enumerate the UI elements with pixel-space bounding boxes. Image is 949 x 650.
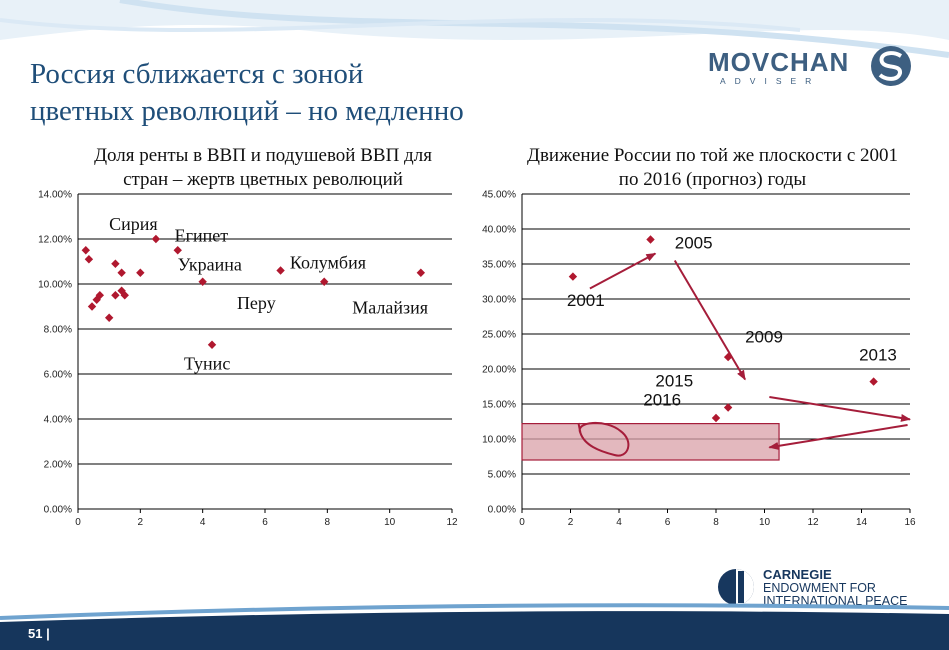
chart1-data-point <box>416 268 426 277</box>
logo-text: MOVCHAN <box>708 47 849 77</box>
chart2-xtick-label: 16 <box>904 517 916 528</box>
logo-subtitle: ADVISER <box>720 76 820 86</box>
chart2-data-point <box>869 377 878 386</box>
carnegie-logo: CARNEGIE ENDOWMENT FOR INTERNATIONAL PEA… <box>718 567 907 608</box>
title-line-2: цветных революций – но медленно <box>30 95 464 127</box>
chart1-data-point <box>84 255 94 264</box>
chart2-annotation: 2016 <box>643 390 681 409</box>
chart1-xtick-label: 8 <box>325 517 331 528</box>
chart1-ytick-label: 10.00% <box>38 280 72 291</box>
chart2-loop-mark <box>577 422 630 457</box>
chart2-annotation: 2005 <box>675 234 713 253</box>
chart2-data-point <box>723 352 733 362</box>
footer-bar <box>0 603 949 650</box>
chart1-data-point <box>136 268 145 277</box>
chart1-data-point <box>117 268 126 277</box>
chart2-title-line-2: по 2016 (прогноз) годы <box>618 169 807 190</box>
chart2-xtick-label: 0 <box>519 517 525 528</box>
chart1-xtick-label: 2 <box>138 517 144 528</box>
chart1-xtick-label: 6 <box>262 517 268 528</box>
chart2-ytick-label: 5.00% <box>488 470 516 481</box>
chart1-title: Доля ренты в ВВП и подушевой ВВП для стр… <box>58 144 468 192</box>
chart1-data-point <box>151 234 161 244</box>
chart2-annotation: 2015 <box>655 372 693 391</box>
chart1-ytick-label: 6.00% <box>44 370 72 381</box>
movchan-logo: MOVCHAN ADVISER <box>708 46 911 86</box>
chart2-data-point <box>723 403 733 412</box>
chart1-xtick-label: 10 <box>384 517 396 528</box>
chart2-trajectory-arrow <box>673 259 746 381</box>
chart1-ytick-label: 8.00% <box>44 325 72 336</box>
title-line-1: Россия сближается с зоной <box>30 58 364 90</box>
chart2-xtick-label: 14 <box>856 517 868 528</box>
chart2-ytick-label: 40.00% <box>482 225 516 236</box>
chart2-trajectory-arrow <box>768 424 908 450</box>
chart1-ytick-label: 2.00% <box>44 460 72 471</box>
chart1-ytick-label: 0.00% <box>44 505 72 516</box>
chart1-ytick-label: 4.00% <box>44 415 72 426</box>
chart2-title: Движение России по той же плоскости с 20… <box>485 144 940 192</box>
chart2-scatter: 0.00% 5.00% 10.00% 15.00% 20.00% 25.00% 30.00%… <box>482 190 916 529</box>
chart2-data-point <box>568 272 578 281</box>
chart2-xtick-label: 6 <box>665 517 671 528</box>
chart2-xtick-label: 8 <box>713 517 719 528</box>
logo-s-icon <box>878 51 903 81</box>
chart1-ytick-label: 14.00% <box>38 190 72 201</box>
chart1-data-point <box>207 340 217 349</box>
chart2-data-point <box>711 413 721 423</box>
chart1-title-line-2: стран – жертв цветных революций <box>123 169 403 190</box>
chart2-title-line-1: Движение России по той же плоскости с 20… <box>526 145 899 166</box>
background-swoosh <box>0 0 949 58</box>
chart1-data-point <box>104 313 114 322</box>
chart1-data-point <box>173 246 182 255</box>
chart2-xtick-label: 12 <box>807 517 819 528</box>
chart2-ytick-label: 25.00% <box>482 330 516 341</box>
chart1-data-point <box>81 246 90 255</box>
chart1-annotation: Перу <box>237 293 276 313</box>
chart2-ytick-label: 30.00% <box>482 295 516 306</box>
chart1-xtick-label: 12 <box>446 517 458 528</box>
chart1-xtick-label: 4 <box>200 517 206 528</box>
chart1-ytick-label: 12.00% <box>38 235 72 246</box>
chart1-data-point <box>320 277 329 286</box>
chart1-annotation: Украина <box>178 255 242 275</box>
page-number: 51 | <box>28 626 50 641</box>
chart1-annotation: Малайзия <box>352 297 428 317</box>
chart2-ytick-label: 10.00% <box>482 435 516 446</box>
chart1-annotation: Сирия <box>109 214 158 234</box>
chart1-data-point <box>95 291 105 300</box>
slide-title: Россия сближается с зоной цветных револю… <box>30 56 464 130</box>
chart2-ytick-label: 35.00% <box>482 260 516 271</box>
chart1-title-line-1: Доля ренты в ВВП и подушевой ВВП для <box>94 145 432 166</box>
chart1-data-point <box>111 259 120 268</box>
chart1-data-point <box>111 291 120 300</box>
chart1-data-point <box>92 295 101 304</box>
chart2-trajectory-arrow <box>769 396 911 422</box>
chart1-data-point <box>276 266 285 275</box>
chart2-ytick-label: 45.00% <box>482 190 516 201</box>
chart2-ytick-label: 0.00% <box>488 505 516 516</box>
chart2-ytick-label: 20.00% <box>482 365 516 376</box>
chart1-data-point <box>117 286 126 295</box>
chart1-annotation: Тунис <box>184 354 230 374</box>
chart1-annotation: Колумбия <box>290 252 366 272</box>
chart2-target-band <box>521 423 780 461</box>
chart2-xtick-label: 10 <box>759 517 771 528</box>
chart2-data-point <box>646 235 655 244</box>
chart2-trajectory-arrow <box>589 252 657 290</box>
chart2-xtick-label: 2 <box>568 517 574 528</box>
chart1-data-point <box>198 277 207 286</box>
chart2-xtick-label: 4 <box>616 517 622 528</box>
chart2-annotation: 2001 <box>567 291 605 310</box>
chart2-ytick-label: 15.00% <box>482 400 516 411</box>
chart1-annotation: Египет <box>175 225 229 245</box>
chart1-data-point <box>87 302 97 311</box>
chart2-annotation: 2009 <box>745 327 783 346</box>
chart1-xtick-label: 0 <box>75 517 81 528</box>
chart1-data-point <box>120 291 129 300</box>
chart2-annotation: 2013 <box>859 346 897 365</box>
carnegie-line-2: ENDOWMENT FOR <box>763 581 876 595</box>
chart1-scatter: 0.00% 2.00% 4.00% 6.00% 8.00% 10.00% 12.00% 14.… <box>38 190 458 529</box>
carnegie-line-1: CARNEGIE <box>763 567 832 582</box>
